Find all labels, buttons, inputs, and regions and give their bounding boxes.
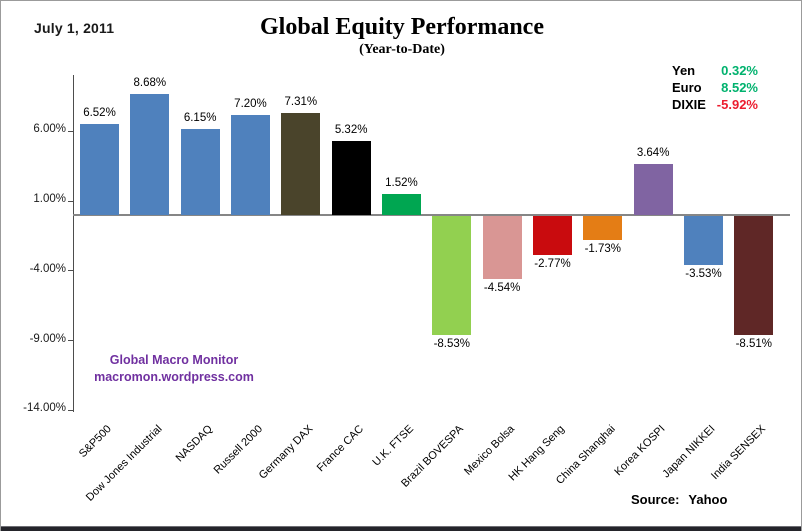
y-axis-tick: [68, 270, 73, 272]
bar-u-k-ftse: [381, 193, 421, 215]
bar-value-label: -3.53%: [685, 268, 722, 281]
currency-value: 0.32%: [721, 63, 758, 78]
category-label: India SENSEX: [709, 423, 769, 483]
bar-korea-kospi: [633, 164, 673, 215]
bar-value-label: 8.68%: [133, 76, 167, 89]
y-axis-tick: [68, 200, 73, 202]
currency-row-yen: Yen 0.32%: [672, 62, 758, 79]
y-axis-tick-label: -9.00%: [29, 332, 66, 345]
bar-value-label: -8.51%: [735, 337, 772, 350]
bar-value-label: 7.31%: [284, 96, 318, 109]
watermark: Global Macro Monitor macromon.wordpress.…: [79, 352, 269, 386]
y-axis-tick-label: -4.00%: [29, 262, 66, 275]
bar-mexico-bolsa: [482, 216, 522, 280]
category-label: France CAC: [314, 423, 366, 475]
bar-value-label: -2.77%: [534, 257, 571, 270]
category-label: Mexico Bolsa: [461, 423, 517, 478]
chart-title: Global Equity Performance: [260, 14, 544, 40]
currency-label: DIXIE: [672, 97, 706, 112]
category-label: Germany DAX: [256, 423, 316, 482]
currency-label: Euro: [672, 80, 702, 95]
y-axis-tick-label: 6.00%: [33, 123, 66, 136]
bar-value-label: 7.20%: [234, 97, 267, 110]
bar-value-label: 1.52%: [385, 176, 418, 189]
y-axis-tick-label: 1.00%: [33, 193, 66, 206]
y-axis-tick: [68, 130, 73, 132]
y-axis-tick-label: -14.00%: [23, 402, 66, 415]
x-axis-zero-line: [73, 214, 790, 216]
bar-value-label: -1.73%: [584, 243, 622, 256]
currency-value: -5.92%: [716, 97, 758, 112]
bar-france-cac: [331, 140, 371, 215]
currency-performance-panel: Yen 0.32% Euro 8.52% DIXIE -5.92%: [672, 62, 758, 113]
bar-germany-dax: [281, 113, 321, 215]
source-attribution: Source: Yahoo: [631, 492, 727, 507]
bar-brazil-bovespa: [432, 216, 472, 335]
currency-label: Yen: [672, 63, 696, 78]
bar-value-label: 6.15%: [183, 112, 217, 125]
bar-value-label: 6.52%: [83, 107, 116, 120]
window-bottom-edge: [1, 526, 801, 531]
currency-value: 8.52%: [721, 80, 758, 95]
source-label: Source:: [631, 492, 680, 507]
category-label: Korea KOSPI: [612, 423, 668, 479]
chart-subtitle: (Year-to-Date): [359, 42, 445, 57]
bar-nasdaq: [180, 129, 220, 215]
source-value: Yahoo: [688, 492, 728, 507]
bar-value-label: 3.64%: [636, 147, 670, 160]
bar-s-p500: [80, 124, 119, 215]
bar-dow-jones-industrial: [130, 93, 170, 215]
bar-japan-nikkei: [683, 216, 723, 266]
category-label: S&P500: [76, 423, 114, 461]
bar-value-label: -4.54%: [483, 282, 521, 295]
category-label: NASDAQ: [173, 423, 215, 465]
watermark-line2[interactable]: macromon.wordpress.com: [94, 370, 254, 384]
report-date: July 1, 2011: [34, 20, 115, 36]
category-label: U.K. FTSE: [370, 423, 416, 469]
bar-hk-hang-seng: [532, 216, 572, 255]
currency-row-euro: Euro 8.52%: [672, 79, 758, 96]
bar-india-sensex: [734, 216, 774, 335]
watermark-line1: Global Macro Monitor: [109, 353, 239, 367]
y-axis-tick: [68, 409, 73, 411]
y-axis-tick: [68, 340, 73, 342]
y-axis-line: [73, 75, 74, 412]
category-label: Russell 2000: [211, 423, 265, 477]
bar-value-label: -8.53%: [433, 337, 471, 350]
bar-russell-2000: [230, 114, 270, 215]
currency-row-dixie: DIXIE -5.92%: [672, 96, 758, 113]
bar-china-shanghai: [583, 216, 623, 241]
bar-value-label: 5.32%: [334, 123, 368, 136]
